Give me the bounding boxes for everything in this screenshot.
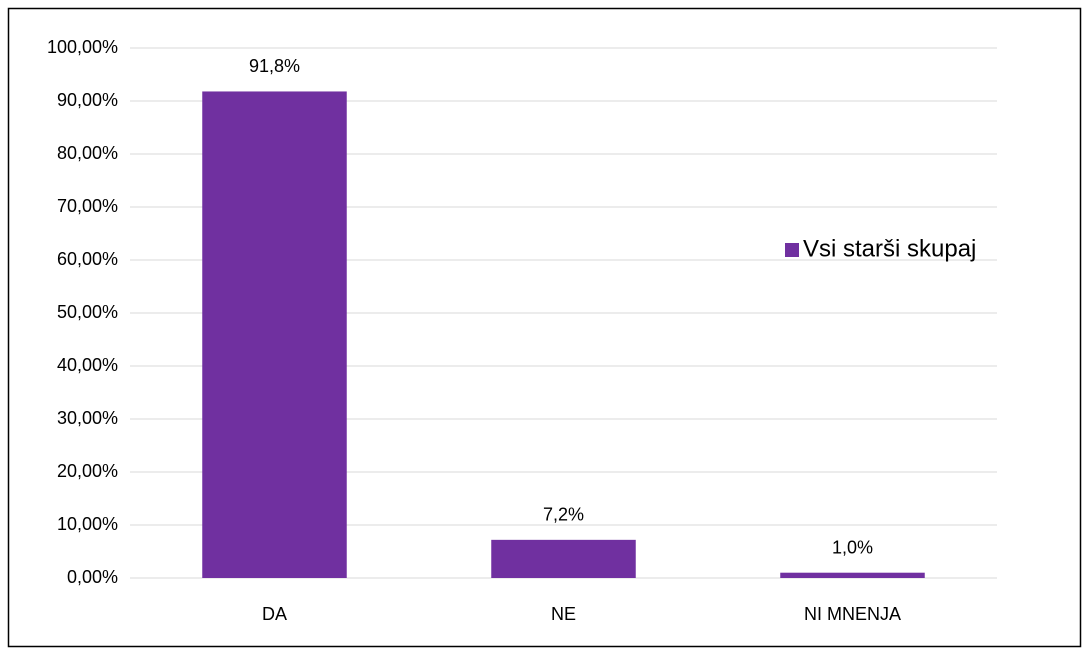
data-label: 7,2% — [543, 505, 584, 525]
y-tick-label: 50,00% — [57, 302, 118, 322]
data-label: 91,8% — [249, 56, 300, 76]
y-tick-label: 0,00% — [67, 567, 118, 587]
y-tick-label: 20,00% — [57, 461, 118, 481]
y-tick-label: 70,00% — [57, 196, 118, 216]
y-tick-label: 30,00% — [57, 408, 118, 428]
bar — [491, 539, 636, 578]
y-tick-label: 60,00% — [57, 249, 118, 269]
x-tick-label: NI MNENJA — [804, 604, 901, 624]
x-tick-label: NE — [551, 604, 576, 624]
legend-label: Vsi starši skupaj — [803, 235, 976, 262]
bar — [780, 572, 925, 578]
data-label: 1,0% — [832, 537, 873, 557]
y-tick-label: 80,00% — [57, 143, 118, 163]
legend-swatch — [785, 243, 799, 257]
bar — [202, 91, 347, 579]
x-tick-label: DA — [262, 604, 287, 624]
y-tick-label: 40,00% — [57, 355, 118, 375]
y-tick-label: 10,00% — [57, 514, 118, 534]
y-tick-label: 90,00% — [57, 90, 118, 110]
y-tick-label: 100,00% — [47, 37, 118, 57]
